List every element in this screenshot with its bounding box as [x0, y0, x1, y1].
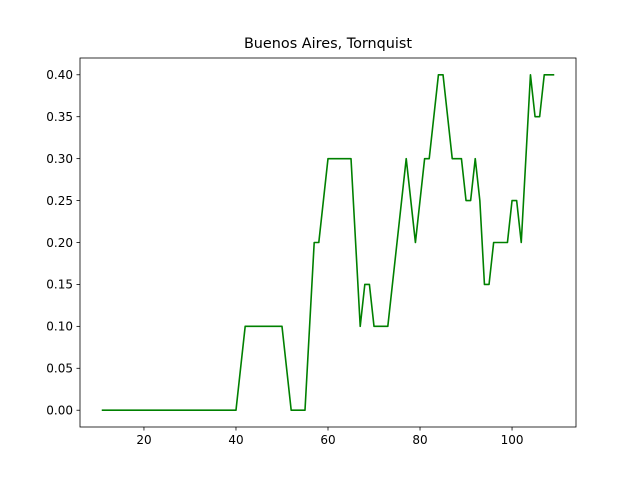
chart-title: Buenos Aires, Tornquist: [244, 36, 412, 52]
y-tick-label: 0.05: [46, 362, 73, 376]
y-tick-label: 0.40: [46, 68, 73, 82]
y-tick-label: 0.25: [46, 194, 73, 208]
series-line-0: [101, 73, 555, 412]
y-tick-label: 0.30: [46, 152, 73, 166]
y-tick-label: 0.10: [46, 320, 73, 334]
x-tick-label: 40: [228, 433, 243, 447]
y-tick-label: 0.35: [46, 110, 73, 124]
x-tick-label: 60: [320, 433, 335, 447]
axes-frame: [79, 57, 577, 428]
x-tick-label: 80: [412, 433, 427, 447]
x-tick-label: 100: [501, 433, 524, 447]
y-tick-label: 0.00: [46, 404, 73, 418]
plot-area: 20 40 60 80 100 0.00 0.05 0.10 0.15 0.20 0.25 0.30 0…: [46, 57, 577, 447]
y-tick-label: 0.20: [46, 236, 73, 250]
y-tick-label: 0.15: [46, 278, 73, 292]
x-tick-label: 20: [136, 433, 151, 447]
